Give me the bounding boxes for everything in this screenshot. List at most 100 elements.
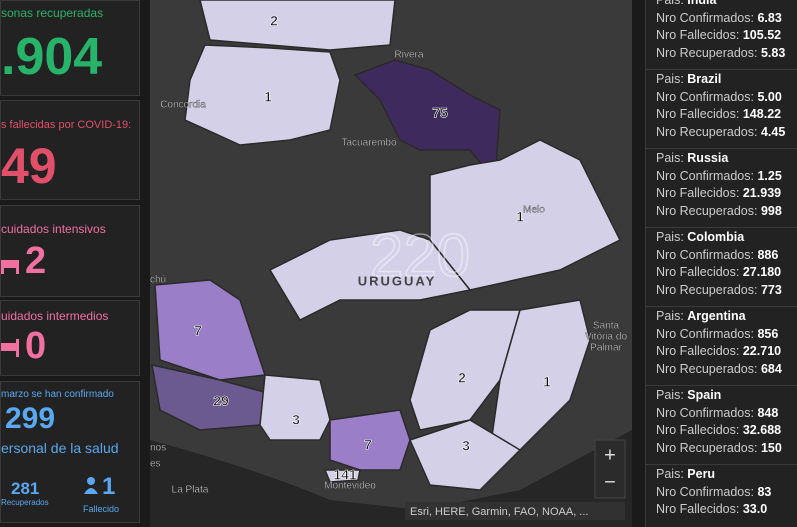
row-value: 998	[760, 203, 782, 218]
row-value: 848	[757, 405, 779, 420]
item-row: Nro Confirmados: 848	[656, 405, 797, 423]
department-count: 1	[516, 209, 524, 225]
summary-subtitle: ersonal de la salud	[1, 440, 119, 456]
card-value: .904	[1, 28, 103, 86]
item-row: Nro Fallecidos: 33.0	[656, 501, 797, 519]
country-label: URUGUAY	[358, 273, 437, 288]
item-row: Nro Fallecidos: 22.710	[656, 343, 797, 361]
department-count: 141	[333, 467, 357, 483]
summary-title: marzo se han confirmado	[1, 389, 114, 400]
item-row: Nro Recuperados: 4.45	[656, 124, 797, 142]
card-title: uidados intermedios	[1, 309, 109, 323]
item-row: Nro Recuperados: 150	[656, 440, 797, 458]
place-label: Tacuarembó	[341, 138, 396, 149]
place-label: Montevideo	[324, 481, 376, 492]
row-value: 684	[760, 361, 782, 376]
row-value: Colombia	[687, 230, 745, 244]
item-row: Nro Recuperados: 684	[656, 361, 797, 379]
row-value: 105.52	[742, 28, 782, 42]
card: sonas recuperadas .904	[0, 0, 140, 96]
country-item[interactable]: Pais: Brazil Nro Confirmados: 5.00 Nro Fal…	[646, 71, 797, 149]
row-label: Nro Recuperados:	[656, 282, 758, 297]
row-label: Pais:	[656, 309, 684, 323]
summary-value: 299	[5, 402, 56, 435]
card-title: s fallecidas por COVID-19:	[1, 119, 132, 131]
stat-label: Recuperados	[1, 498, 49, 507]
row-value: Brazil	[687, 72, 722, 86]
row-label: Pais:	[656, 467, 684, 481]
department-count: 7	[194, 323, 202, 339]
departments	[151, 0, 622, 491]
item-row: Nro Recuperados: 773	[656, 282, 797, 300]
country-item[interactable]: Pais: India Nro Confirmados: 6.83 Nro Fall…	[646, 0, 797, 70]
row-value: 21.939	[742, 186, 782, 200]
map[interactable]: 2 1 75 1 7 29 3 7 141 2 1 3 Rivera Concordia Tacuaremb…	[150, 0, 632, 527]
item-row: Nro Confirmados: 856	[656, 326, 797, 344]
card-title: sonas recuperadas	[1, 6, 104, 20]
row-label: Pais:	[656, 151, 684, 165]
bed-icon	[1, 260, 19, 274]
department-count: 2	[458, 370, 466, 386]
item-row: Pais: Spain	[656, 387, 797, 405]
place-label: chú	[150, 275, 166, 286]
department-count: 1	[543, 374, 551, 390]
item-row: Nro Fallecidos: 105.52	[656, 27, 797, 45]
row-label: Nro Fallecidos:	[656, 28, 740, 42]
stat-value: 281	[11, 479, 40, 498]
country-item[interactable]: Pais: Colombia Nro Confirmados: 886 Nro Fa…	[646, 229, 797, 307]
row-value: 33.0	[742, 502, 768, 516]
zoom-out[interactable]: −	[604, 471, 616, 493]
item-row: Nro Confirmados: 6.83	[656, 10, 797, 28]
row-label: Nro Recuperados:	[656, 440, 758, 455]
place-label: Palmar	[590, 343, 622, 354]
zoom-in[interactable]: +	[604, 444, 616, 466]
row-label: Nro Confirmados:	[656, 89, 754, 104]
place-label: Concordia	[160, 100, 206, 111]
row-label: Nro Fallecidos:	[656, 265, 740, 279]
country-item[interactable]: Pais: Russia Nro Confirmados: 1.25 Nro Fal…	[646, 150, 797, 228]
row-value: 773	[760, 282, 782, 297]
country-item[interactable]: Pais: Argentina Nro Confirmados: 856 Nro F…	[646, 308, 797, 386]
place-label: Vitória do	[585, 332, 628, 343]
item-row: Nro Recuperados: 5.83	[656, 45, 797, 63]
department-count: 3	[462, 438, 470, 454]
row-label: Pais:	[656, 388, 684, 402]
country-item[interactable]: Pais: Spain Nro Confirmados: 848 Nro Falle…	[646, 387, 797, 465]
row-value: 886	[757, 247, 779, 262]
row-label: Nro Fallecidos:	[656, 423, 740, 437]
country-list[interactable]: Pais: India Nro Confirmados: 6.83 Nro Fall…	[645, 0, 797, 527]
row-value: 22.710	[742, 344, 782, 358]
place-label: Melo	[523, 205, 545, 216]
place-label: nos	[150, 443, 166, 454]
row-value: 148.22	[742, 107, 782, 121]
row-value: India	[687, 0, 717, 7]
department-count: 7	[364, 437, 372, 453]
bed-icon	[1, 339, 19, 357]
row-label: Nro Fallecidos:	[656, 502, 740, 516]
item-row: Pais: Colombia	[656, 229, 797, 247]
summary-card: marzo se han confirmado 299 ersonal de l…	[0, 381, 140, 523]
card-value: 2	[25, 240, 47, 282]
row-label: Nro Confirmados:	[656, 484, 754, 499]
row-label: Pais:	[656, 230, 684, 244]
card: uidados intermedios 0	[0, 300, 140, 376]
row-label: Nro Fallecidos:	[656, 107, 740, 121]
row-label: Nro Recuperados:	[656, 45, 758, 60]
place-label: es	[150, 459, 161, 470]
item-row: Nro Fallecidos: 148.22	[656, 106, 797, 124]
item-row: Pais: Argentina	[656, 308, 797, 326]
row-value: 27.180	[742, 265, 782, 279]
item-row: Pais: Russia	[656, 150, 797, 168]
card-value: 0	[25, 325, 47, 367]
row-value: 32.688	[742, 423, 782, 437]
row-value: 5.00	[757, 89, 782, 104]
row-value: Argentina	[687, 309, 746, 323]
attribution: Esri, HERE, Garmin, FAO, NOAA, ...	[410, 506, 588, 518]
row-value: 1.25	[757, 168, 782, 183]
row-label: Nro Confirmados:	[656, 326, 754, 341]
row-label: Nro Confirmados:	[656, 405, 754, 420]
item-row: Pais: Peru	[656, 466, 797, 484]
country-item[interactable]: Pais: Peru Nro Confirmados: 83 Nro Falleci…	[646, 466, 797, 527]
item-row: Nro Fallecidos: 32.688	[656, 422, 797, 440]
row-value: 4.45	[760, 124, 786, 139]
